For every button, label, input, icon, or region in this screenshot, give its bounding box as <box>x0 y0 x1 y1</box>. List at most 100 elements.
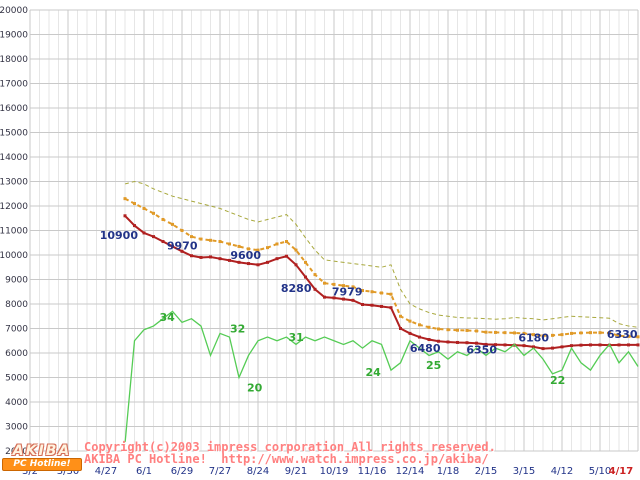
y-axis-label: 10000 <box>0 251 28 261</box>
middle-price-marker <box>171 222 174 226</box>
middle-price-marker <box>389 292 393 296</box>
lowest-price-marker <box>351 298 355 302</box>
y-axis-label: 15000 <box>0 129 28 139</box>
data-label-8280: 8280 <box>281 282 312 295</box>
data-label-9600: 9600 <box>230 249 261 262</box>
middle-price-marker <box>370 290 374 294</box>
lowest-price-marker <box>627 343 630 347</box>
lowest-price-marker <box>199 255 203 259</box>
data-label-6480: 6480 <box>410 342 441 355</box>
akiba-pc-hotline-logo: AKIBA PC Hotline! <box>2 444 82 471</box>
highest-price-line <box>124 180 639 328</box>
lowest-price-marker <box>475 341 478 345</box>
middle-price-marker <box>247 247 250 251</box>
y-axis-label: 5000 <box>5 374 28 384</box>
y-axis-label: 13000 <box>0 178 28 188</box>
middle-price-marker <box>218 240 222 244</box>
middle-price-marker <box>152 211 155 215</box>
x-axis-label: 3/30 <box>57 466 79 477</box>
middle-price-marker <box>541 334 545 338</box>
lowest-price-marker <box>465 341 469 345</box>
data-label-9970: 9970 <box>167 240 198 253</box>
middle-price-marker <box>161 217 165 221</box>
lowest-price-marker <box>247 262 250 266</box>
middle-price-marker <box>465 328 469 332</box>
middle-price-marker <box>617 334 621 338</box>
lowest-price-marker <box>209 255 212 259</box>
y-axis-labels: 2000 3000 4000 5000 6000 7000 8000 9000 10000 110… <box>0 6 28 457</box>
data-label-25: 25 <box>426 359 441 372</box>
data-label-10900: 10900 <box>100 229 139 242</box>
lowest-price-marker <box>579 343 583 347</box>
middle-price-marker <box>304 260 307 264</box>
x-axis-labels: 3/2 3/30 4/27 6/1 6/29 7/27 8/24 9/21 10/19 11/16… <box>22 466 633 477</box>
middle-price-marker <box>456 328 459 332</box>
lowest-price-marker <box>541 347 545 351</box>
lowest-price-marker <box>418 335 421 339</box>
y-axis-label: 6000 <box>5 349 28 359</box>
lowest-price-marker <box>266 260 269 264</box>
middle-price-marker <box>484 330 488 334</box>
lowest-price-marker <box>446 340 450 344</box>
y-axis-label: 4000 <box>5 398 28 408</box>
lowest-price-marker <box>456 340 459 344</box>
lowest-price-marker <box>484 342 488 346</box>
lowest-price-marker <box>361 303 364 307</box>
middle-price-marker <box>446 328 450 332</box>
x-axis-label: 6/29 <box>171 466 193 477</box>
lowest-price-marker <box>190 254 193 258</box>
middle-price-marker <box>636 335 640 339</box>
y-axis-label: 7000 <box>5 325 28 335</box>
lowest-price-marker <box>636 343 640 347</box>
middle-price-marker <box>437 327 440 331</box>
middle-price-marker <box>589 331 592 335</box>
lowest-price-marker <box>503 343 507 347</box>
middle-price-marker <box>560 333 564 337</box>
lowest-price-marker <box>522 344 526 348</box>
middle-price-marker <box>351 285 355 289</box>
x-axis-label: 6/1 <box>136 466 152 477</box>
data-label-7979: 7979 <box>332 286 363 299</box>
middle-price-marker <box>199 237 203 241</box>
lowest-price-marker <box>285 254 288 258</box>
y-axis-label: 8000 <box>5 300 28 310</box>
x-axis-label: 5/10 <box>589 466 611 477</box>
middle-price-marker <box>123 197 127 201</box>
x-axis-label: 10/19 <box>320 466 349 477</box>
lowest-price-marker <box>598 343 602 347</box>
middle-price-marker <box>522 331 526 335</box>
lowest-price-marker <box>180 249 184 253</box>
middle-price-marker <box>256 248 260 252</box>
middle-price-marker <box>427 325 431 329</box>
lowest-price-marker <box>532 345 535 349</box>
lowest-price-marker <box>228 258 231 262</box>
x-axis-label: 2/15 <box>475 466 497 477</box>
middle-price-marker <box>313 273 317 277</box>
lowest-price-marker <box>152 235 155 239</box>
x-axis-label: 9/21 <box>285 466 307 477</box>
middle-price-marker <box>608 331 611 335</box>
middle-price-marker <box>570 331 573 335</box>
lowest-price-marker <box>437 339 440 343</box>
data-label-6330: 6330 <box>607 328 638 341</box>
x-axis-label: 8/24 <box>247 466 269 477</box>
y-axis-label: 16000 <box>0 104 28 114</box>
middle-price-marker <box>475 329 478 333</box>
lowest-price-marker <box>408 331 412 335</box>
middle-price-marker <box>323 281 326 285</box>
middle-price-marker <box>342 284 345 288</box>
lowest-price-marker <box>389 306 393 310</box>
lowest-price-marker <box>123 214 127 218</box>
lowest-price-marker <box>617 343 621 347</box>
x-axis-label: 3/2 <box>22 466 38 477</box>
data-label-6350: 6350 <box>466 343 497 356</box>
x-axis-label: 11/16 <box>358 466 387 477</box>
middle-price-marker <box>532 333 535 337</box>
shop-count-line <box>124 310 639 444</box>
data-label-31: 31 <box>289 331 304 344</box>
middle-price-marker <box>361 289 364 293</box>
lowest-price-marker <box>570 344 573 348</box>
lowest-price-marker <box>237 260 241 264</box>
